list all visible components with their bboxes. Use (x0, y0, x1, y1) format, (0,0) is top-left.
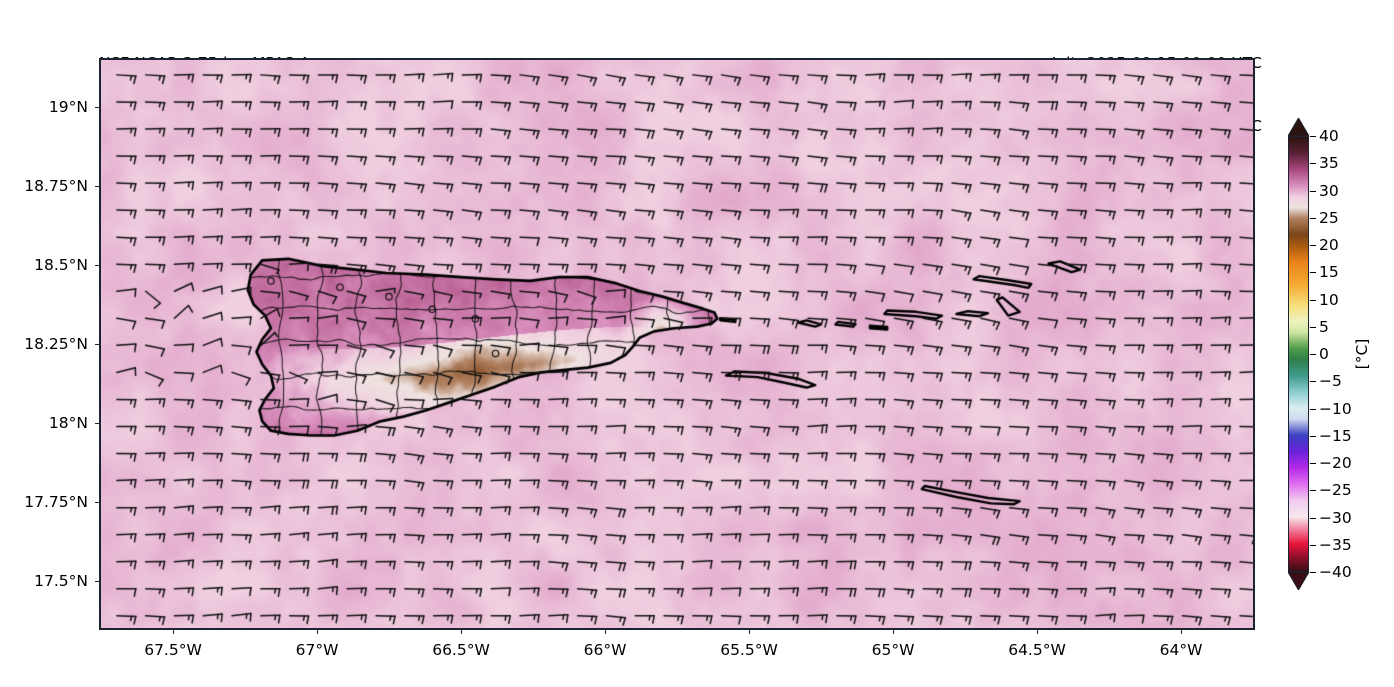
colorbar-tick-mark (1310, 299, 1316, 301)
colorbar-tick-label: −10 (1319, 399, 1352, 418)
colorbar-tick-label: −20 (1319, 454, 1352, 472)
y-tick-mark (95, 501, 99, 503)
colorbar-tick-label: −15 (1319, 426, 1352, 445)
colorbar-extend-min-arrow (1288, 572, 1309, 590)
colorbar-tick-mark (1310, 490, 1316, 492)
x-tick-label: 65°W (871, 641, 915, 659)
colorbar-tick-label: −35 (1319, 535, 1352, 554)
y-tick-mark (95, 265, 99, 267)
colorbar-tick-mark (1310, 463, 1316, 464)
colorbar-tick-label: 5 (1319, 317, 1329, 336)
colorbar-tick-mark (1310, 163, 1316, 165)
colorbar-tick-mark (1310, 217, 1316, 219)
colorbar-tick-label: −40 (1319, 563, 1352, 581)
x-tick-mark (605, 630, 606, 634)
colorbar-tick-label: 35 (1319, 154, 1339, 173)
x-tick-mark (1037, 630, 1038, 634)
y-tick-label: 18.5°N (34, 256, 88, 275)
colorbar-tick-label: 40 (1319, 127, 1339, 145)
colorbar-tick-mark (1310, 136, 1316, 137)
colorbar-tick-mark (1310, 326, 1316, 328)
colorbar-tick-mark (1310, 435, 1316, 437)
x-tick-label: 64°W (1159, 641, 1203, 659)
x-tick-label: 67°W (295, 641, 339, 659)
temperature-wind-map (101, 60, 1253, 628)
colorbar-tick-label: 0 (1319, 345, 1329, 363)
y-tick-label: 17.75°N (24, 492, 88, 511)
y-tick-mark (95, 580, 99, 582)
y-tick-label: 19°N (48, 98, 88, 117)
colorbar-tick-mark (1310, 517, 1316, 519)
colorbar-unit-label: [°C] (1353, 338, 1371, 370)
x-tick-label: 65.5°W (720, 641, 778, 659)
x-tick-mark (749, 630, 750, 634)
colorbar: 40 35 30 25 20 15 10 5 0 −5 −10 −15 −20 −25 −30 −35 −40 … (1286, 118, 1394, 590)
colorbar-tick-label: −25 (1319, 481, 1352, 500)
x-tick-mark (1181, 630, 1182, 634)
x-tick-label: 64.5°W (1008, 641, 1066, 659)
y-tick-label: 18.75°N (24, 177, 88, 196)
colorbar-gradient (1288, 136, 1309, 572)
x-tick-mark (893, 630, 894, 634)
colorbar-tick-mark (1310, 381, 1316, 383)
colorbar-tick-label: 15 (1319, 263, 1339, 282)
y-tick-label: 18°N (48, 413, 88, 432)
colorbar-tick-label: −5 (1319, 372, 1342, 391)
y-tick-label: 18.25°N (24, 335, 88, 353)
x-tick-mark (317, 630, 318, 634)
map-plot-area[interactable] (99, 58, 1255, 630)
colorbar-tick-mark (1310, 572, 1316, 573)
colorbar-tick-mark (1310, 245, 1316, 246)
x-tick-label: 67.5°W (144, 641, 202, 659)
colorbar-tick-mark (1310, 272, 1316, 274)
colorbar-tick-mark (1310, 190, 1316, 192)
x-tick-label: 66°W (583, 641, 627, 659)
x-tick-mark (461, 630, 462, 634)
colorbar-tick-label: 10 (1319, 290, 1339, 309)
colorbar-tick-mark (1310, 544, 1316, 546)
y-tick-mark (95, 422, 99, 424)
y-tick-mark (95, 107, 99, 109)
colorbar-tick-label: 20 (1319, 236, 1339, 254)
colorbar-tick-label: −30 (1319, 508, 1352, 527)
colorbar-tick-mark (1310, 354, 1316, 355)
x-tick-mark (173, 630, 174, 634)
colorbar-tick-mark (1310, 408, 1316, 410)
x-tick-label: 66.5°W (432, 641, 490, 659)
colorbar-tick-label: 30 (1319, 181, 1339, 200)
y-tick-label: 17.5°N (34, 571, 88, 590)
colorbar-tick-label: 25 (1319, 208, 1339, 227)
y-tick-mark (95, 186, 99, 188)
y-tick-mark (95, 344, 99, 345)
colorbar-extend-max-arrow (1288, 118, 1309, 136)
